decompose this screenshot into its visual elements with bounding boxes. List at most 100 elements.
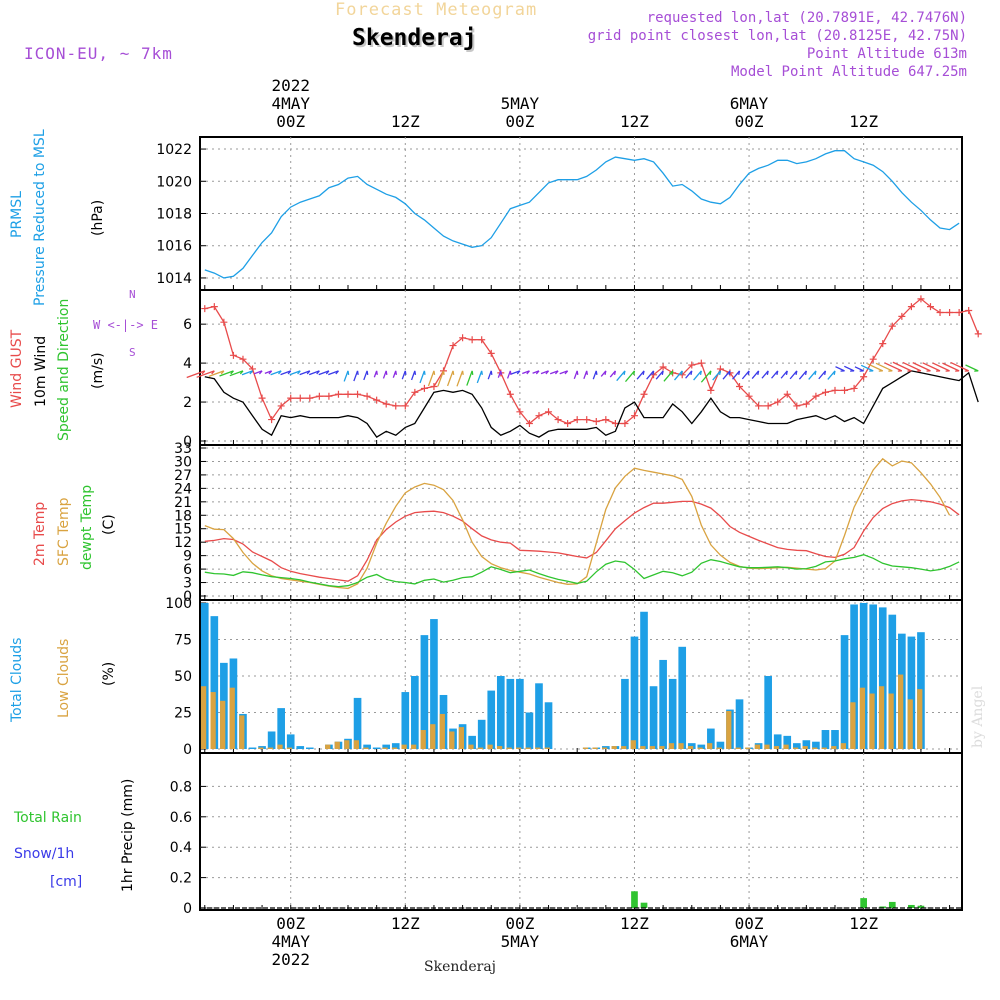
- ytick-label-pressure: 1022: [156, 142, 192, 158]
- wind-arrow: [950, 361, 969, 372]
- gust-point: [688, 361, 696, 369]
- total-cloud-bar: [859, 603, 868, 749]
- low-cloud-bar: [888, 693, 894, 749]
- wind-arrow-head: [220, 370, 225, 375]
- total-cloud-bar: [516, 678, 524, 749]
- wind-arrow: [487, 370, 492, 380]
- low-cloud-bar: [325, 744, 331, 749]
- low-cloud-bar: [716, 747, 722, 749]
- low-cloud-bar: [592, 747, 598, 749]
- low-cloud-bar: [477, 747, 484, 749]
- low-cloud-bar: [640, 746, 646, 749]
- gust-point: [774, 398, 782, 406]
- bottom-time-label: 12Z: [391, 914, 420, 933]
- wind-arrow: [700, 370, 712, 383]
- wind-arrow-head: [661, 370, 664, 375]
- ytick-label-temperature: 0: [183, 589, 192, 605]
- wind-arrow: [844, 365, 855, 372]
- total-cloud-bar: [630, 636, 639, 749]
- wind-arrow: [186, 370, 205, 379]
- ytick-label-clouds: 0: [183, 742, 192, 758]
- total-cloud-bar: [267, 731, 276, 749]
- wind-arrow: [712, 370, 721, 381]
- wind-arrow-head: [554, 370, 559, 375]
- wind-arrow-head: [249, 370, 254, 375]
- ytick-label-pressure: 1016: [156, 239, 192, 255]
- low-cloud-bar: [220, 700, 226, 749]
- gust-point: [554, 416, 562, 424]
- total-cloud-bar: [305, 747, 314, 749]
- wind-arrow: [808, 370, 817, 380]
- low-cloud-bar: [773, 746, 780, 749]
- total-cloud-bar: [668, 678, 677, 749]
- wind-arrow-head: [201, 370, 206, 375]
- wind-arrow-head: [376, 370, 378, 375]
- gust-point: [965, 307, 973, 315]
- total-cloud-bar: [248, 747, 257, 749]
- wind-arrow: [410, 370, 416, 381]
- gust-point: [411, 388, 419, 396]
- point-altitude: Point Altitude 613m: [806, 46, 967, 62]
- gust-point: [210, 303, 218, 311]
- ytick-label-pressure: 1020: [156, 174, 192, 190]
- bottom-time-label: 12Z: [849, 914, 878, 933]
- wind-arrow: [732, 370, 741, 380]
- total-cloud-bar: [783, 735, 792, 749]
- series-line-wind-gust: [204, 297, 979, 425]
- rain-bar: [640, 902, 648, 908]
- total-cloud-bar: [544, 702, 553, 749]
- low-cloud-bar: [754, 744, 761, 749]
- gust-point: [821, 388, 829, 396]
- low-cloud-bar: [286, 747, 293, 749]
- wind-arrow: [427, 370, 435, 387]
- panel-frame-precip: [199, 752, 963, 911]
- total-cloud-bar: [353, 697, 362, 749]
- wind-arrow: [353, 370, 359, 382]
- gust-point: [659, 363, 667, 371]
- low-cloud-bar: [850, 702, 856, 749]
- gust-point: [506, 390, 514, 398]
- low-cloud-bar: [401, 744, 407, 749]
- ytick-label-temperature: 6: [183, 562, 192, 578]
- bottom-time-label: 5MAY: [501, 932, 540, 951]
- wind-arrow: [693, 370, 702, 381]
- wind-arrow: [892, 361, 912, 372]
- wind-arrow: [437, 370, 445, 387]
- wind-arrow: [932, 362, 950, 372]
- low-cloud-bar: [363, 747, 369, 749]
- gust-point: [841, 386, 849, 394]
- gust-point: [401, 402, 409, 410]
- total-cloud-bar: [831, 730, 839, 749]
- gust-point: [783, 390, 791, 398]
- wind-arrow-head: [452, 370, 455, 375]
- wind-arrow-head: [385, 370, 388, 375]
- total-cloud-bar: [382, 744, 391, 749]
- wind-arrow-head: [516, 370, 521, 375]
- ytick-label-wind: 6: [183, 317, 192, 333]
- wind-arrow: [655, 370, 664, 380]
- low-cloud-bar: [678, 743, 684, 749]
- gust-point: [583, 416, 591, 424]
- ytick-label-precip: 0.2: [170, 871, 192, 887]
- wind-arrow: [636, 370, 645, 380]
- gust-point: [946, 308, 954, 316]
- wind-arrow: [208, 370, 225, 377]
- wind-arrow: [241, 370, 253, 376]
- wind-arrow: [902, 361, 922, 372]
- low-cloud-bar: [792, 747, 799, 749]
- wind-arrow: [722, 370, 731, 380]
- low-cloud-bar: [200, 686, 207, 749]
- gust-point: [640, 390, 648, 398]
- total-cloud-bar: [735, 699, 744, 749]
- wind-arrow: [476, 370, 483, 384]
- gust-point: [573, 416, 581, 424]
- wind-arrow: [912, 362, 931, 372]
- total-cloud-bar: [363, 744, 371, 749]
- wind-arrow: [663, 370, 674, 382]
- gust-point: [373, 396, 381, 404]
- gust-point: [430, 382, 438, 390]
- snow-cm-label: [cm]: [50, 874, 83, 890]
- total-cloud-bar: [878, 607, 887, 749]
- total-cloud-bar: [640, 611, 648, 749]
- model-point-altitude: Model Point Altitude 647.25m: [730, 64, 967, 80]
